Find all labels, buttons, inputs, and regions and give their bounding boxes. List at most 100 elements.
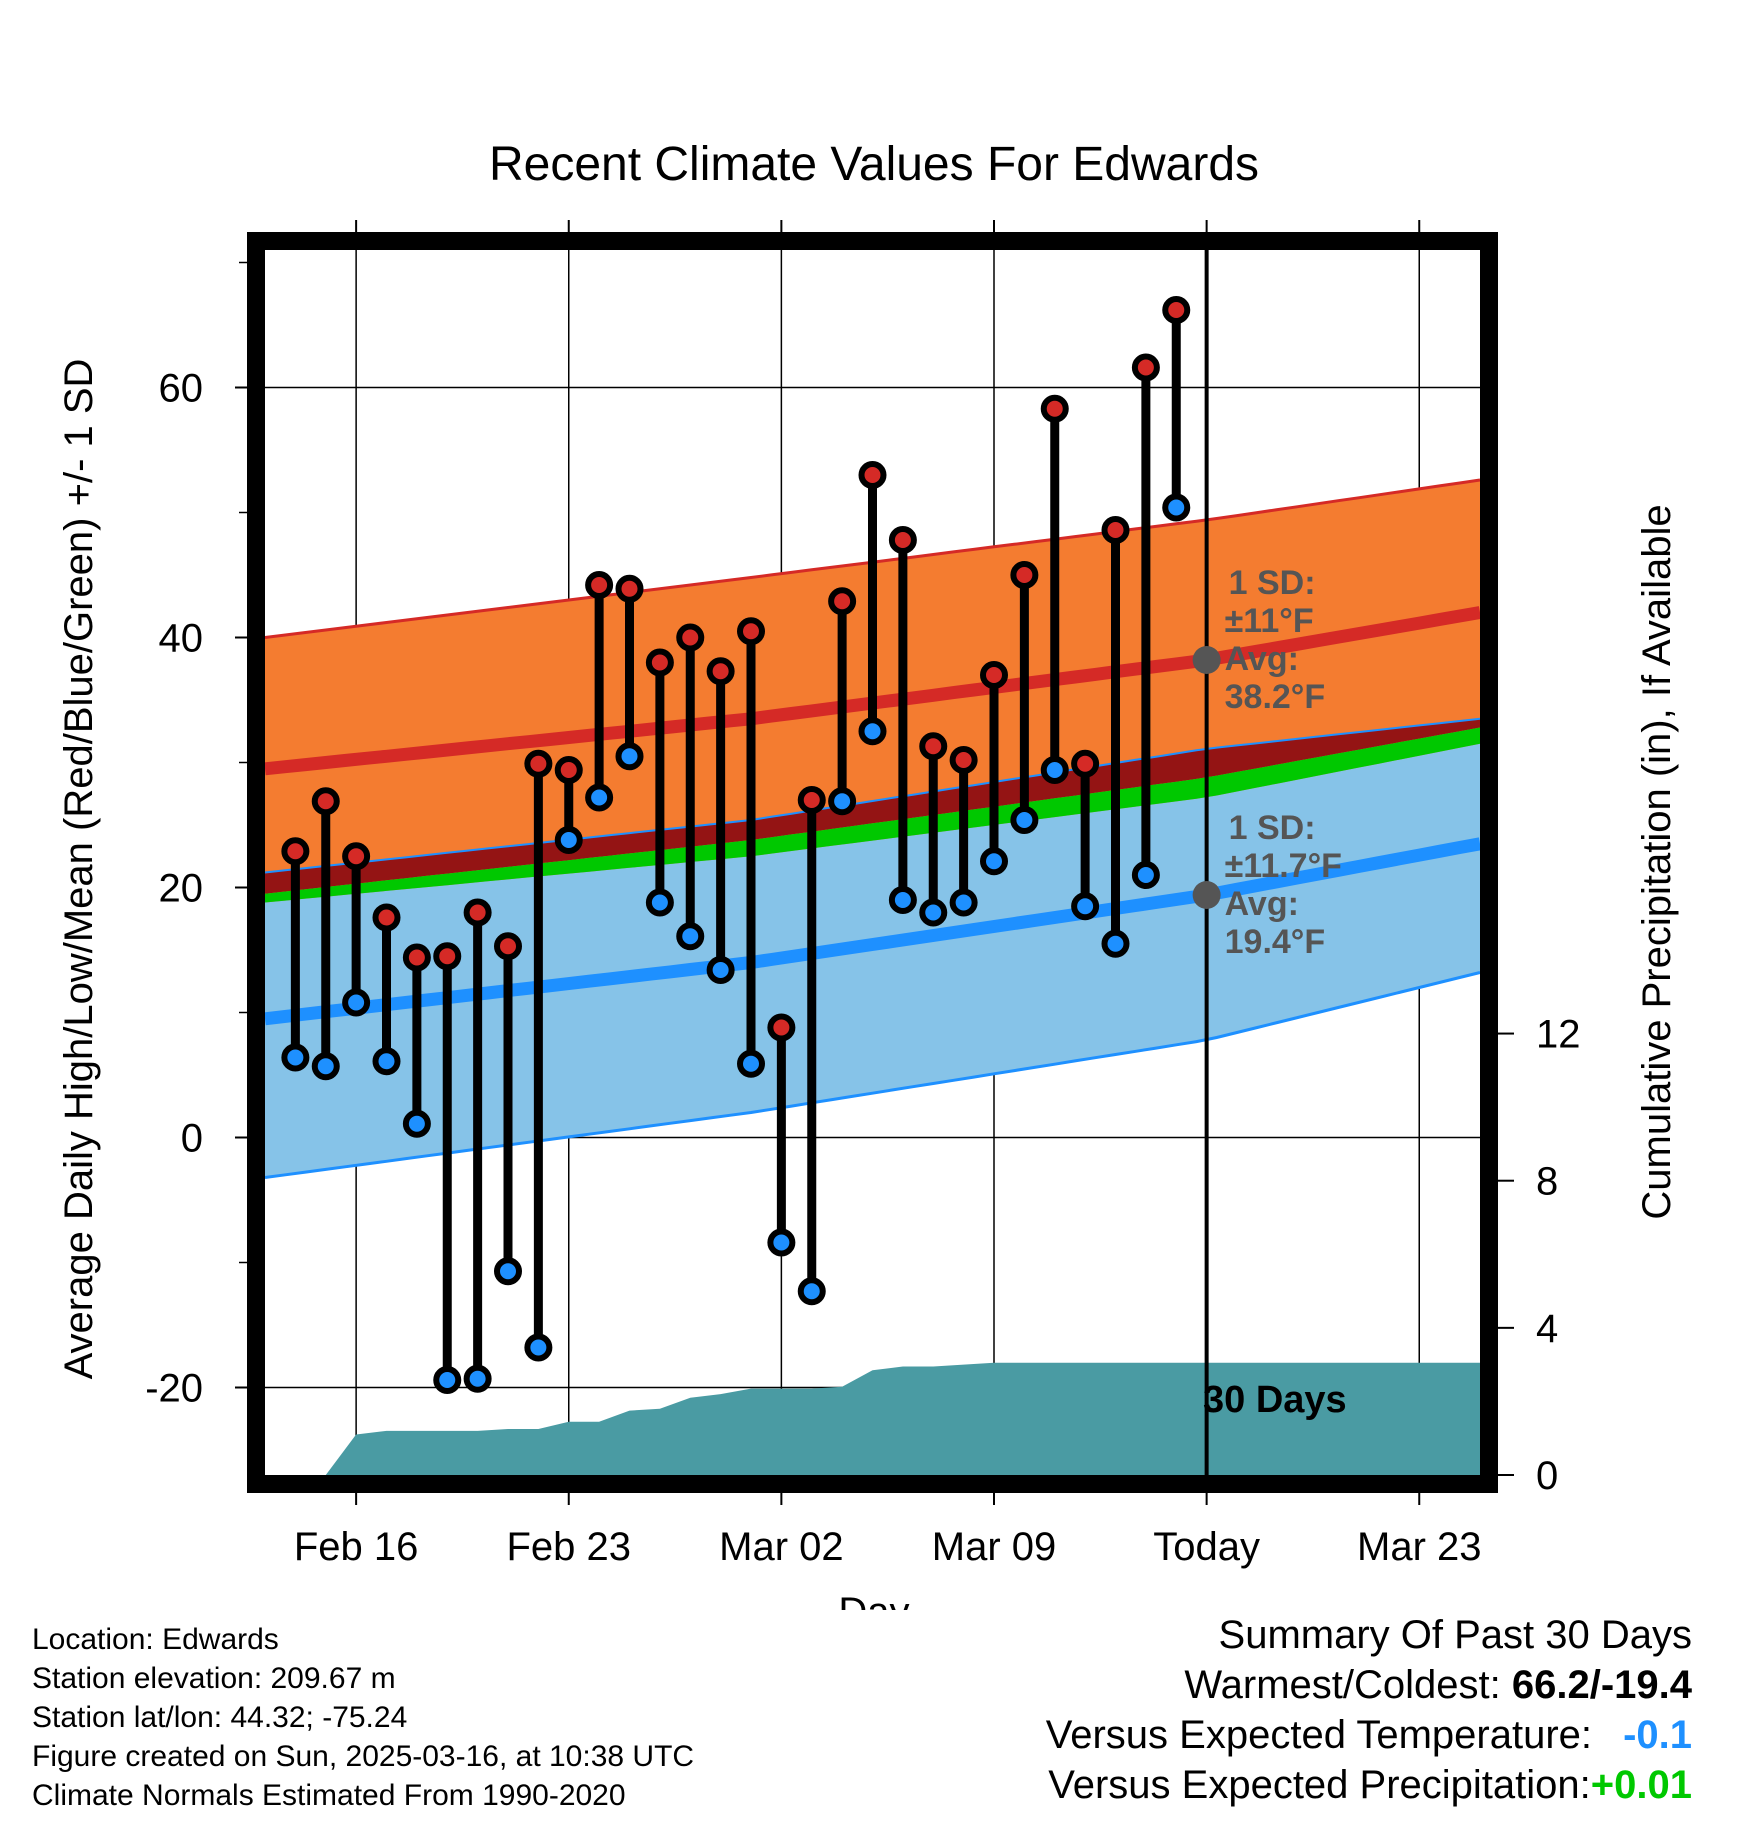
daily-low-point bbox=[1010, 806, 1039, 834]
summary-temp: Versus Expected Temperature: -0.1 bbox=[1046, 1710, 1692, 1760]
daily-high-point bbox=[949, 746, 978, 774]
daily-low-point bbox=[767, 1228, 796, 1257]
daily-high-point bbox=[372, 903, 401, 932]
y-tick-label-left: 20 bbox=[159, 867, 204, 911]
daily-low-point bbox=[1162, 493, 1191, 522]
created-text: Figure created on Sun, 2025-03-16, at 10… bbox=[32, 1740, 695, 1773]
daily-high-point bbox=[281, 837, 310, 866]
daily-high-point bbox=[888, 526, 917, 554]
daily-low-point bbox=[463, 1364, 492, 1393]
daily-low-point bbox=[1101, 929, 1130, 958]
y-tick-label-left: 40 bbox=[159, 617, 204, 661]
summary-warm-cold: Warmest/Coldest: 66.2/-19.4 bbox=[1046, 1660, 1692, 1710]
daily-low-point bbox=[1040, 756, 1069, 784]
daily-low-point bbox=[585, 783, 614, 812]
mean-lower-band bbox=[265, 727, 1480, 903]
x-tick-label: Mar 02 bbox=[719, 1525, 844, 1569]
daily-low-point bbox=[494, 1257, 522, 1286]
daily-low-point bbox=[433, 1366, 462, 1394]
daily-high-point bbox=[342, 842, 371, 871]
x-tick-label: Today bbox=[1153, 1525, 1260, 1569]
x-tick-label: Feb 23 bbox=[506, 1525, 631, 1569]
daily-high-point bbox=[1040, 394, 1069, 423]
daily-high-low-series bbox=[281, 296, 1191, 1394]
warm-cold-value: 66.2/-19.4 bbox=[1511, 1663, 1692, 1707]
daily-high-point bbox=[463, 898, 492, 927]
y-tick-label-left: 0 bbox=[181, 1117, 203, 1161]
summary-precip: Versus Expected Precipitation:+0.01 bbox=[1046, 1760, 1692, 1810]
x-tick-label: Mar 23 bbox=[1357, 1525, 1482, 1569]
high-avg-value: 38.2°F bbox=[1225, 678, 1326, 716]
y-axis-label-right: Cumulative Precipitation (in), If Availa… bbox=[1635, 504, 1679, 1219]
daily-high-point bbox=[858, 461, 887, 489]
daily-low-point bbox=[281, 1043, 310, 1072]
daily-high-point bbox=[1131, 353, 1160, 382]
daily-low-point bbox=[676, 922, 705, 951]
axes: Feb 16 Feb 23 Mar 02 Mar 09 Today Mar 23 -20 0 2… bbox=[145, 220, 1581, 1569]
daily-high-point bbox=[797, 786, 826, 814]
daily-low-point bbox=[645, 888, 674, 917]
precip-label: Versus Expected Precipitation: bbox=[1048, 1763, 1591, 1807]
daily-low-point bbox=[1131, 861, 1160, 889]
daily-low-point bbox=[737, 1049, 765, 1078]
high-sd-title: 1 SD: bbox=[1229, 564, 1316, 602]
low-sd-value: ±11.7°F bbox=[1225, 847, 1342, 885]
daily-high-point bbox=[676, 623, 705, 652]
y-tick-label-left: 60 bbox=[159, 367, 204, 411]
daily-high-point bbox=[311, 787, 340, 816]
precip-fill bbox=[295, 1362, 1480, 1475]
low-avg-line bbox=[264, 837, 1482, 1026]
daily-high-point bbox=[1101, 516, 1130, 544]
daily-low-point bbox=[554, 826, 583, 854]
daily-high-point bbox=[615, 574, 644, 603]
x-axis-label: Day bbox=[838, 1590, 909, 1610]
daily-high-point bbox=[706, 657, 735, 686]
low-sd-title: 1 SD: bbox=[1229, 809, 1316, 847]
daily-high-point bbox=[433, 942, 462, 971]
daily-low-point bbox=[858, 717, 887, 746]
plot-border bbox=[247, 232, 1498, 1493]
normals-text: Climate Normals Estimated From 1990-2020 bbox=[32, 1779, 626, 1812]
daily-high-point bbox=[494, 932, 522, 961]
x-tick-label: Mar 09 bbox=[932, 1525, 1057, 1569]
warm-cold-label: Warmest/Coldest: bbox=[1184, 1663, 1512, 1707]
y-axis-label-left: Average Daily High/Low/Mean (Red/Blue/Gr… bbox=[57, 359, 101, 1380]
daily-high-point bbox=[1071, 749, 1100, 778]
daily-high-point bbox=[767, 1013, 796, 1042]
daily-low-point bbox=[524, 1333, 553, 1362]
daily-low-point bbox=[888, 886, 917, 914]
high-sd-value: ±11°F bbox=[1225, 602, 1314, 640]
daily-high-point bbox=[585, 571, 614, 599]
location-text: Location: Edwards bbox=[32, 1623, 279, 1656]
daily-low-point bbox=[615, 742, 644, 771]
low-avg-dot bbox=[1192, 881, 1221, 909]
daily-low-point bbox=[828, 787, 857, 816]
y-tick-label-right: 12 bbox=[1536, 1013, 1581, 1057]
daily-high-point bbox=[554, 756, 583, 784]
daily-high-point bbox=[402, 943, 431, 972]
low-lower-line bbox=[264, 971, 1481, 1179]
daily-high-point bbox=[737, 617, 765, 646]
precip-departure-value: +0.01 bbox=[1590, 1763, 1692, 1807]
daily-low-point bbox=[980, 847, 1008, 876]
high-avg-title: Avg: bbox=[1225, 640, 1299, 678]
station-info: Location: Edwards Station elevation: 209… bbox=[32, 1620, 694, 1815]
y-tick-label-right: 0 bbox=[1536, 1454, 1558, 1498]
plot-frame bbox=[247, 232, 1498, 1493]
daily-low-point bbox=[372, 1047, 401, 1076]
daily-high-point bbox=[919, 732, 948, 761]
daily-low-point bbox=[402, 1109, 431, 1138]
daily-high-point bbox=[524, 749, 553, 778]
daily-low-point bbox=[919, 898, 948, 927]
daily-high-point bbox=[828, 587, 857, 616]
summary-title: Summary Of Past 30 Days bbox=[1218, 1613, 1692, 1657]
temp-departure-value: -0.1 bbox=[1623, 1713, 1692, 1757]
daily-low-point bbox=[949, 888, 978, 917]
y-tick-label-right: 8 bbox=[1536, 1160, 1558, 1204]
latlon-text: Station lat/lon: 44.32; -75.24 bbox=[32, 1701, 408, 1734]
low-avg-value: 19.4°F bbox=[1225, 923, 1326, 961]
precipitation-area bbox=[295, 1362, 1480, 1475]
daily-high-point bbox=[645, 648, 674, 677]
